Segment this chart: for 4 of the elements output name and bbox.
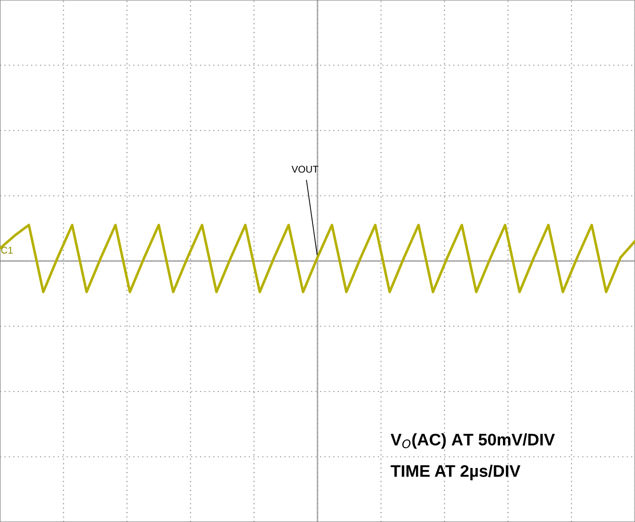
text: TIME AT 2µs/DIV: [390, 464, 520, 480]
annotation: C1: [1, 246, 13, 254]
text: VOUT: [292, 166, 318, 173]
text: V$_{O}$(AC) AT 50mV/DIV: [390, 433, 555, 449]
